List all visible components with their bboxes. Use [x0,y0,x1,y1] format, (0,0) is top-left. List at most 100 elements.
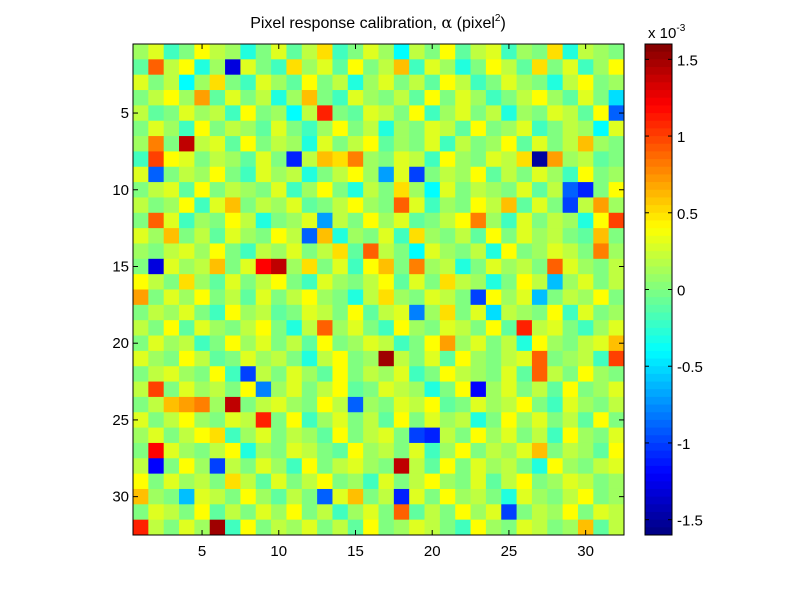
heatmap-cell [225,197,241,214]
heatmap-cell [577,258,594,275]
heatmap-cell [286,473,303,490]
heatmap-cell [194,151,211,168]
x-tick-label: 30 [577,543,594,560]
heatmap-cell [209,274,226,290]
heatmap-cell [255,59,272,76]
heatmap-cell [225,74,241,91]
heatmap-cell [332,412,349,428]
heatmap-cell [485,243,502,260]
heatmap-cell [455,335,471,352]
x-axis: 5 10 15 20 25 30 [198,44,594,560]
heatmap-cell [378,197,395,214]
heatmap-cell [255,182,272,198]
heatmap-cell [577,335,594,352]
heatmap-cell [439,304,456,321]
heatmap-cell [439,396,456,413]
heatmap-cell [393,136,410,152]
heatmap-cell [240,366,257,382]
heatmap-cell [531,166,548,183]
heatmap-cell [286,105,303,122]
heatmap-cell [255,335,272,352]
heatmap-cell [271,59,287,76]
colorbar-segment [645,404,672,413]
heatmap-cell [163,182,180,198]
heatmap-cell [148,105,165,122]
heatmap-cell [439,258,456,275]
heatmap-cell [608,504,625,521]
heatmap-cell [347,320,364,336]
heatmap-cell [286,427,303,444]
heatmap-cell [608,488,625,505]
heatmap-cell [179,519,195,536]
heatmap-cell [301,366,318,382]
heatmap-cell [332,166,349,183]
heatmap-cell [286,258,303,275]
heatmap-cell [378,90,395,106]
heatmap-cell [501,350,517,367]
heatmap-cell [148,427,165,444]
heatmap-cell [409,366,425,382]
heatmap-cell [516,90,533,106]
heatmap-cell [347,350,364,367]
heatmap-cell [516,274,533,290]
colorbar-multiplier: x 10-3 [648,23,686,42]
heatmap-cell [470,289,487,306]
heatmap-cell [608,396,625,413]
heatmap-cell [531,442,548,459]
heatmap-cell [455,182,471,198]
heatmap-cell [179,197,195,214]
heatmap-cell [485,412,502,428]
heatmap-cell [133,44,149,60]
heatmap-cell [347,488,364,505]
heatmap-cell [317,74,333,91]
heatmap-cell [393,74,410,91]
heatmap-cell [439,90,456,106]
heatmap-cell [593,473,610,490]
heatmap-cell [409,228,425,244]
heatmap-cell [317,182,333,198]
heatmap-cell [470,59,487,76]
heatmap-cell [255,488,272,505]
heatmap-cell [347,335,364,352]
heatmap-cell [516,289,533,306]
heatmap-cell [455,44,471,60]
heatmap-cell [393,105,410,122]
heatmap-cell [577,243,594,260]
y-axis: 5 10 15 20 25 30 [112,105,624,506]
heatmap-cell [225,381,241,398]
heatmap-cell [163,197,180,214]
heatmap-cell [455,166,471,183]
heatmap-cell [332,504,349,521]
heatmap-cell [255,504,272,521]
heatmap-cell [240,519,257,536]
heatmap-cell [531,427,548,444]
heatmap-cell [378,366,395,382]
heatmap-cell [516,366,533,382]
colorbar-segment [645,74,672,83]
heatmap-cell [593,381,610,398]
heatmap-cell [531,488,548,505]
heatmap-cell [347,90,364,106]
heatmap-cell [562,519,579,536]
heatmap-cell [225,59,241,76]
heatmap-cell [470,320,487,336]
heatmap-cell [608,197,625,214]
heatmap-cell [240,504,257,521]
heatmap-cell [547,488,564,505]
heatmap-cell [393,442,410,459]
heatmap-cell [455,473,471,490]
colorbar-segment [645,442,672,452]
heatmap-cell [255,90,272,106]
heatmap-cell [378,350,395,367]
heatmap-cell [363,151,379,168]
heatmap-cell [301,166,318,183]
heatmap-cell [424,274,441,290]
heatmap-cell [347,136,364,152]
heatmap-cell [240,136,257,152]
heatmap-cell [531,320,548,336]
heatmap-cell [393,458,410,475]
heatmap-cell [332,151,349,168]
heatmap-cell [608,381,625,398]
heatmap-cell [531,274,548,290]
heatmap-cell [531,396,548,413]
